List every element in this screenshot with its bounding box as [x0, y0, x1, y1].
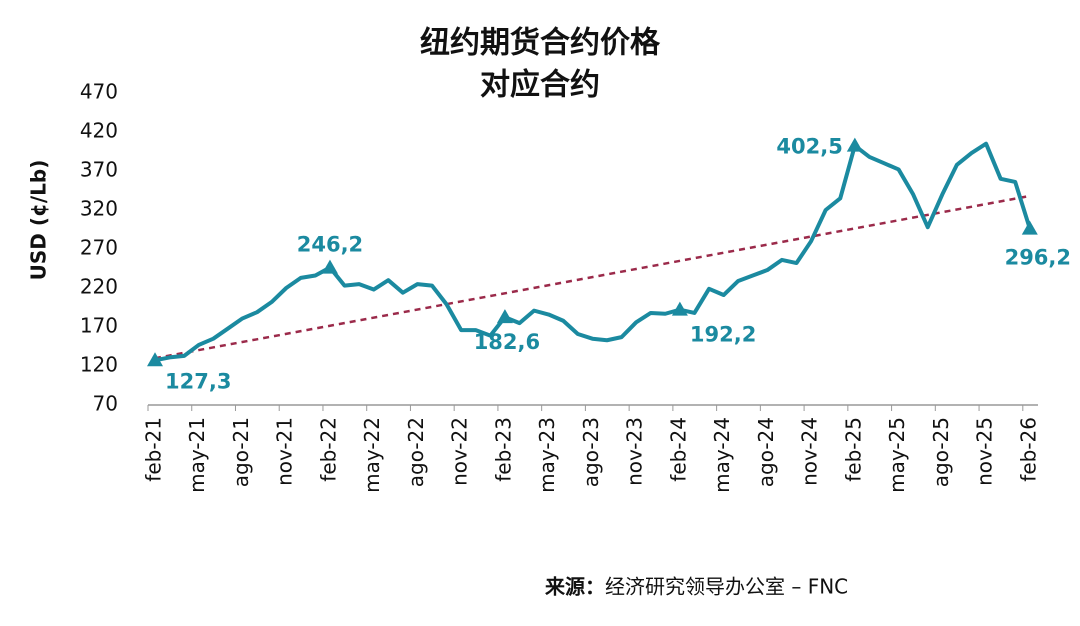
marker [846, 137, 863, 152]
data-label: 402,5 [776, 135, 842, 159]
source-label: 来源： [544, 575, 605, 599]
x-tick-label: nov-24 [798, 417, 822, 486]
y-tick-label: 270 [80, 236, 118, 260]
x-tick-label: feb-25 [841, 417, 865, 482]
x-tick-label: nov-23 [623, 417, 647, 486]
x-tick-label: feb-26 [1016, 417, 1040, 482]
y-tick-label: 470 [80, 80, 118, 104]
y-tick-label: 320 [80, 197, 118, 221]
marker [321, 259, 338, 274]
x-tick-label: ago-25 [929, 417, 953, 487]
y-tick-label: 170 [80, 314, 118, 338]
trend-line [154, 194, 1031, 360]
chart-title: 纽约期货合约价格 [420, 26, 661, 61]
data-label: 296,2 [1005, 246, 1071, 270]
x-tick-label: may-25 [885, 417, 909, 493]
marker [1021, 220, 1038, 235]
y-tick-label: 370 [80, 158, 118, 182]
y-tick-label: 120 [80, 353, 118, 377]
data-label: 192,2 [690, 323, 756, 347]
x-tick-label: ago-21 [229, 417, 253, 487]
y-axis-label: USD (¢/Lb) [27, 160, 51, 281]
x-tick-label: feb-23 [491, 417, 515, 482]
x-tick-label: ago-24 [754, 417, 778, 487]
x-tick-label: may-21 [185, 417, 209, 493]
y-tick-label: 70 [93, 392, 118, 416]
x-tick-label: feb-21 [142, 417, 166, 482]
marker [496, 309, 513, 324]
marker [671, 301, 688, 316]
source: 经济研究领导办公室 – FNC [605, 575, 848, 599]
marker [147, 352, 163, 367]
x-tick-label: may-24 [710, 417, 734, 493]
chart-title: 对应合约 [480, 68, 600, 103]
data-label: 127,3 [165, 369, 231, 393]
x-tick-label: nov-21 [273, 417, 297, 486]
x-tick-label: ago-22 [404, 417, 428, 487]
price-line [154, 141, 1032, 363]
x-tick-label: ago-23 [579, 417, 603, 487]
data-label: 246,2 [297, 233, 363, 257]
x-tick-label: nov-22 [448, 417, 472, 486]
x-tick-label: nov-25 [973, 417, 997, 486]
x-tick-label: may-22 [360, 417, 384, 493]
x-tick-label: feb-24 [666, 417, 690, 482]
x-tick-label: feb-22 [316, 417, 340, 482]
x-tick-label: may-23 [535, 417, 559, 493]
data-label: 182,6 [474, 330, 540, 354]
y-tick-label: 420 [80, 119, 118, 143]
y-tick-label: 220 [80, 275, 118, 299]
